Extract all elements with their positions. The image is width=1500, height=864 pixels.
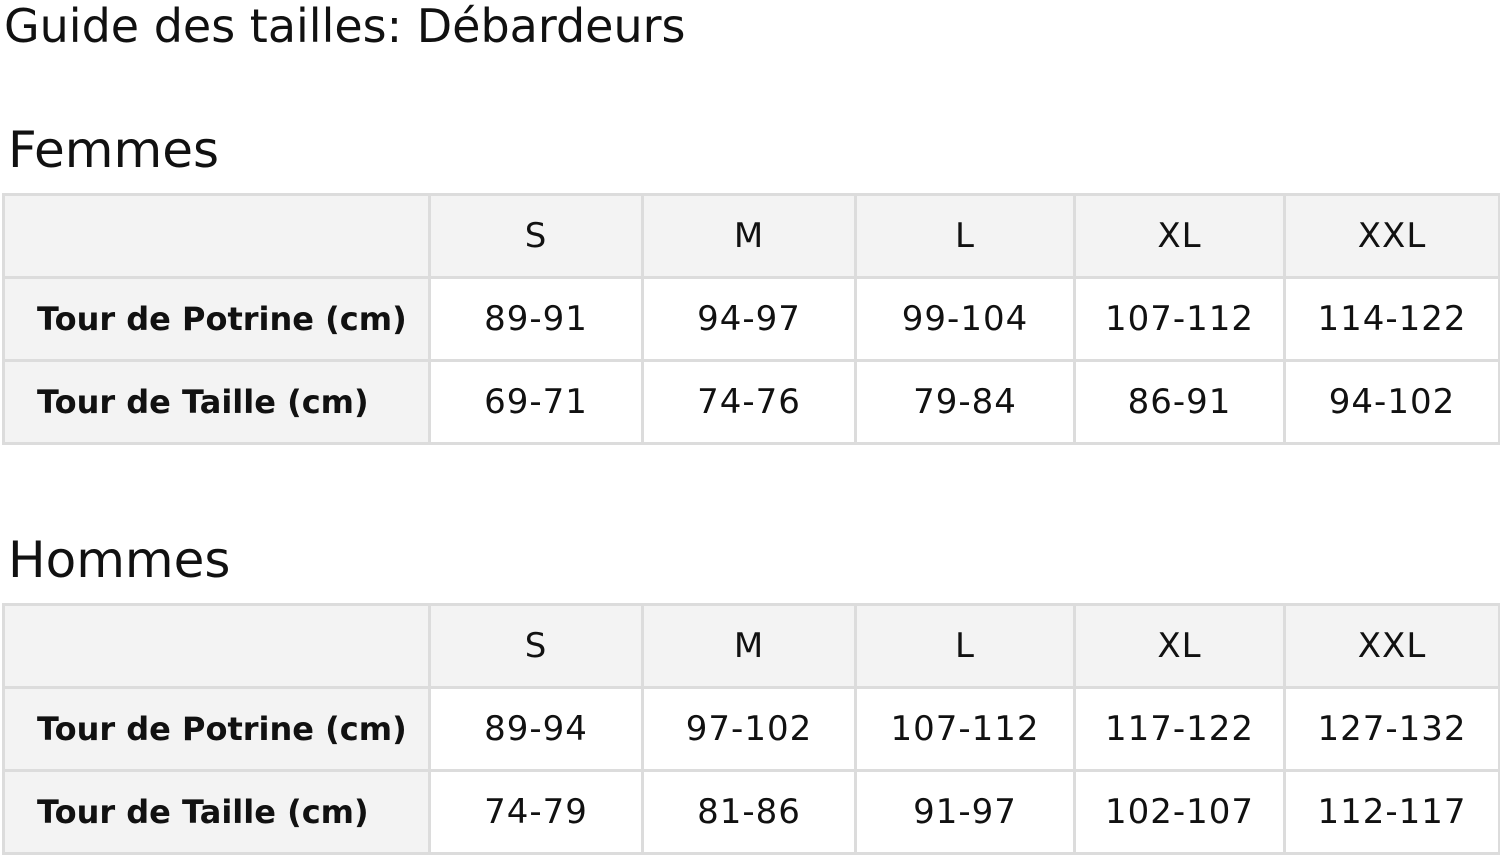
table-row: Tour de Taille (cm) 74-79 81-86 91-97 10… <box>2 769 1500 855</box>
row-label: Tour de Potrine (cm) <box>2 276 431 362</box>
size-header: L <box>854 193 1076 279</box>
cell: 74-79 <box>428 769 644 855</box>
page-title: Guide des tailles: Débardeurs <box>4 0 686 53</box>
size-header: XXL <box>1283 603 1500 689</box>
corner-cell <box>2 603 431 689</box>
size-table-hommes: S M L XL XXL Tour de Potrine (cm) 89-94 … <box>2 603 1500 855</box>
size-header: XXL <box>1283 193 1500 279</box>
cell: 99-104 <box>854 276 1076 362</box>
size-header: M <box>641 603 857 689</box>
cell: 107-112 <box>1073 276 1286 362</box>
size-header: XL <box>1073 193 1286 279</box>
cell: 117-122 <box>1073 686 1286 772</box>
size-header: M <box>641 193 857 279</box>
cell: 112-117 <box>1283 769 1500 855</box>
cell: 79-84 <box>854 359 1076 445</box>
section-heading-femmes: Femmes <box>8 121 220 179</box>
corner-cell <box>2 193 431 279</box>
cell: 97-102 <box>641 686 857 772</box>
table-row: Tour de Potrine (cm) 89-94 97-102 107-11… <box>2 686 1500 772</box>
cell: 86-91 <box>1073 359 1286 445</box>
row-label: Tour de Taille (cm) <box>2 359 431 445</box>
size-header: S <box>428 603 644 689</box>
cell: 69-71 <box>428 359 644 445</box>
table-row: Tour de Taille (cm) 69-71 74-76 79-84 86… <box>2 359 1500 445</box>
size-table-femmes: S M L XL XXL Tour de Potrine (cm) 89-91 … <box>2 193 1500 445</box>
cell: 94-102 <box>1283 359 1500 445</box>
cell: 81-86 <box>641 769 857 855</box>
cell: 89-91 <box>428 276 644 362</box>
cell: 74-76 <box>641 359 857 445</box>
cell: 91-97 <box>854 769 1076 855</box>
cell: 89-94 <box>428 686 644 772</box>
row-label: Tour de Taille (cm) <box>2 769 431 855</box>
cell: 114-122 <box>1283 276 1500 362</box>
table-header-row: S M L XL XXL <box>2 193 1500 279</box>
row-label: Tour de Potrine (cm) <box>2 686 431 772</box>
size-header: S <box>428 193 644 279</box>
cell: 94-97 <box>641 276 857 362</box>
table-row: Tour de Potrine (cm) 89-91 94-97 99-104 … <box>2 276 1500 362</box>
size-header: L <box>854 603 1076 689</box>
size-header: XL <box>1073 603 1286 689</box>
section-heading-hommes: Hommes <box>8 531 231 589</box>
cell: 107-112 <box>854 686 1076 772</box>
cell: 102-107 <box>1073 769 1286 855</box>
table-header-row: S M L XL XXL <box>2 603 1500 689</box>
cell: 127-132 <box>1283 686 1500 772</box>
